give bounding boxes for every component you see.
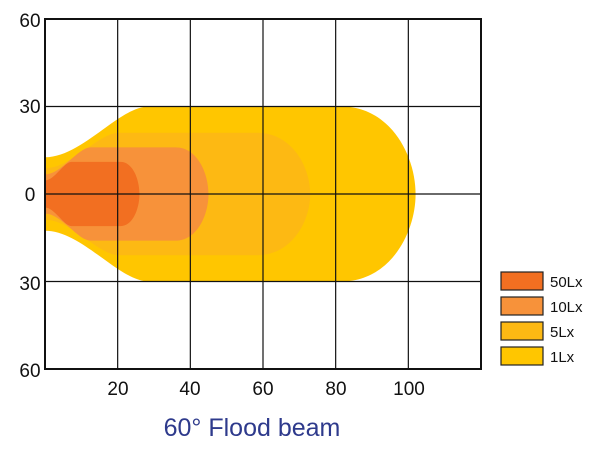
legend-label-50lx: 50Lx bbox=[550, 274, 583, 291]
x-tick-label: 60 bbox=[252, 379, 273, 400]
legend-swatch-5lx bbox=[500, 321, 544, 341]
x-tick-label: 80 bbox=[325, 379, 346, 400]
legend-swatch-50lx bbox=[500, 271, 544, 291]
legend-swatch-10lx bbox=[500, 296, 544, 316]
x-axis-ticks: 20 40 60 80 100 bbox=[107, 379, 424, 400]
y-axis-ticks: 60 30 0 30 60 bbox=[19, 11, 40, 382]
y-tick-label: 30 bbox=[19, 274, 40, 295]
x-tick-label: 100 bbox=[393, 379, 425, 400]
x-tick-label: 40 bbox=[179, 379, 200, 400]
grid bbox=[45, 19, 481, 369]
legend-label-1lx: 1Lx bbox=[550, 349, 575, 366]
legend-label-10lx: 10Lx bbox=[550, 299, 583, 316]
chart-title: 60° Flood beam bbox=[164, 414, 341, 442]
plot-area bbox=[44, 18, 482, 370]
y-tick-label: 0 bbox=[25, 185, 36, 206]
x-tick-label: 20 bbox=[107, 379, 128, 400]
legend: 50Lx 10Lx 5Lx 1Lx bbox=[500, 271, 583, 366]
y-tick-label: 60 bbox=[19, 361, 40, 382]
legend-swatch-1lx bbox=[500, 346, 544, 366]
y-tick-label: 30 bbox=[19, 97, 40, 118]
legend-label-5lx: 5Lx bbox=[550, 324, 575, 341]
plot-frame bbox=[44, 18, 482, 370]
y-tick-label: 60 bbox=[19, 11, 40, 32]
